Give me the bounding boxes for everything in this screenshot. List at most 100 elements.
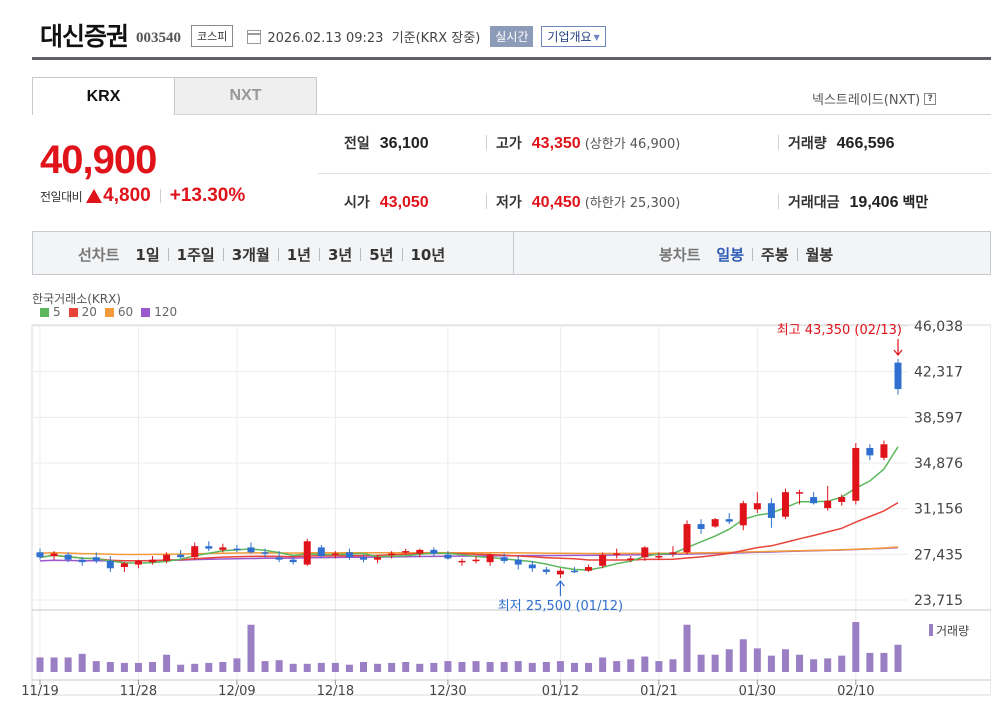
realtime-button[interactable]: 실시간: [490, 25, 534, 47]
period-1y[interactable]: 1년: [286, 246, 311, 264]
period-bar-divider: [513, 231, 514, 275]
nextrade-link-label: 넥스트레이드(NXT): [812, 93, 921, 108]
period-1w[interactable]: 1주일: [176, 246, 215, 264]
volume-bar: [120, 662, 128, 672]
volume-bar: [416, 663, 424, 672]
stat-open: 시가 43,050: [344, 194, 429, 211]
candle-body: [345, 552, 353, 558]
legend-ma20: 20: [68, 305, 97, 319]
candle-body: [542, 569, 550, 572]
volume-bar: [838, 655, 846, 672]
volume-bar: [163, 654, 171, 672]
volume-bar: [317, 662, 325, 672]
candle-body: [416, 549, 424, 554]
candle-monthly[interactable]: 월봉: [805, 246, 834, 264]
volume-bar: [106, 662, 114, 672]
candle-body: [753, 503, 761, 510]
period-separator: [401, 248, 403, 261]
tab-krx[interactable]: KRX: [32, 77, 175, 115]
tab-nxt[interactable]: NXT: [174, 77, 317, 115]
candle-body: [852, 447, 860, 501]
volume-bar: [514, 661, 522, 672]
volume-bar: [627, 659, 635, 672]
candle-body: [120, 563, 128, 568]
candle-weekly[interactable]: 주봉: [761, 246, 789, 264]
x-tick-label: 01/12: [542, 684, 579, 699]
candle-daily[interactable]: 일봉: [716, 246, 745, 264]
market-badge: 코스피: [191, 25, 234, 47]
period-3m[interactable]: 3개월: [231, 246, 270, 264]
period-1d[interactable]: 1일: [135, 246, 160, 264]
period-5y[interactable]: 5년: [369, 246, 394, 264]
period-3y[interactable]: 3년: [328, 246, 353, 264]
volume-bar: [50, 657, 58, 672]
candle-body: [838, 497, 846, 502]
candle-body: [36, 552, 44, 558]
volume-bar: [486, 662, 494, 672]
candle-body: [781, 492, 789, 517]
company-info-button[interactable]: 기업개요 ▼: [541, 25, 606, 47]
y-tick-label: 34,876: [914, 456, 963, 472]
stat-separator: [486, 194, 487, 209]
candle-body: [599, 554, 607, 566]
volume-bar: [261, 661, 269, 672]
volume-bar: [894, 644, 902, 672]
volume-bar: [205, 662, 213, 672]
price-change: 전일대비 4,800 +13.30%: [40, 185, 245, 207]
candle-body: [725, 519, 733, 522]
volume-bar: [360, 662, 368, 672]
stat-separator: [778, 135, 779, 150]
candle-body: [739, 503, 747, 526]
company-name: 대신증권: [40, 22, 129, 51]
candle-body: [92, 557, 100, 561]
candle-body: [388, 553, 396, 556]
candle-body: [767, 503, 775, 518]
candle-body: [261, 552, 269, 554]
candle-body: [711, 519, 719, 527]
stock-chart[interactable]: 46,038 42,317 38,597 34,876 31,156 27,435 23,7…: [0, 285, 991, 715]
volume-bar: [402, 662, 410, 672]
stat-prev-close: 전일 36,100: [344, 135, 429, 152]
line-chart-periods: 선차트 1일 1주일 3개월 1년 3년 5년 10년: [78, 244, 445, 265]
help-icon[interactable]: ?: [924, 92, 937, 105]
volume-bar: [556, 661, 564, 672]
period-10y[interactable]: 10년: [410, 246, 446, 264]
candle-chart-label: 봉차트: [659, 246, 701, 264]
x-tick-label: 01/21: [640, 684, 677, 699]
volume-bar: [444, 661, 452, 672]
ma-legend: 5 20 60 120: [40, 305, 185, 319]
volume-bar: [458, 662, 466, 672]
volume-bar: [669, 659, 677, 672]
period-separator: [167, 248, 169, 261]
volume-bar: [781, 649, 789, 672]
stat-trade-value: 거래대금 19,406 백만: [788, 194, 929, 211]
candle-body: [500, 557, 508, 561]
moving-average-lines: [39, 446, 899, 571]
max-arrow-icon: [893, 338, 903, 356]
candle-body: [669, 552, 677, 554]
candle-body: [627, 558, 635, 560]
candle-body: [697, 524, 705, 529]
volume-bar: [711, 654, 719, 672]
volume-bar: [78, 653, 86, 672]
period-separator: [277, 248, 279, 261]
candle-body: [880, 444, 888, 458]
volume-bar: [542, 662, 550, 672]
change-separator: [159, 189, 161, 203]
candle-body: [824, 500, 832, 509]
candle-body: [585, 567, 593, 571]
stat-low: 저가 40,450 (하한가 25,300): [496, 194, 681, 211]
candle-body: [613, 553, 621, 556]
volume-bar: [599, 657, 607, 672]
chart-frame: [31, 324, 991, 696]
x-tick-label: 01/30: [739, 684, 776, 699]
quote-datetime: 2026.02.13 09:23 기준(KRX 장중): [267, 30, 481, 46]
volume-bar: [289, 663, 297, 672]
candle-body: [191, 546, 199, 558]
candle-body: [402, 551, 410, 553]
min-arrow-icon: [555, 580, 565, 597]
stock-code: 003540: [136, 29, 182, 46]
ma5-line: [39, 446, 899, 571]
candle-body: [275, 557, 283, 560]
nextrade-link[interactable]: 넥스트레이드(NXT) ?: [812, 89, 937, 108]
